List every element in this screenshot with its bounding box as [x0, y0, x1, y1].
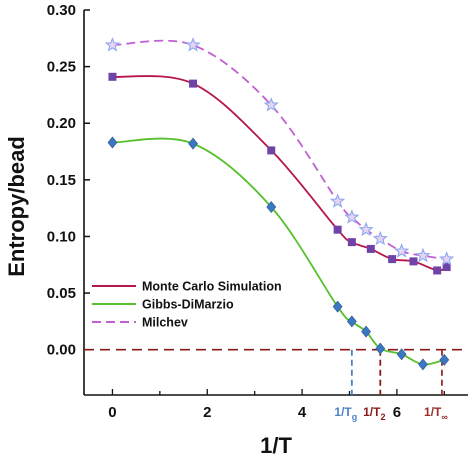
gibbs-dimarzio-point — [361, 325, 371, 338]
x-tick-label: 2 — [203, 404, 211, 421]
monte-carlo-point — [442, 263, 451, 272]
gibbs-dimarzio-point — [266, 201, 277, 214]
y-tick-label: 0.00 — [47, 342, 76, 359]
gibbs-dimarzio-point — [346, 315, 357, 328]
legend-label-monte-carlo: Monte Carlo Simulation — [142, 280, 282, 294]
y-tick-label: 0.20 — [47, 115, 76, 132]
x-ticks: 0 2 4 6 — [108, 389, 445, 421]
reference-marker-label: 1/Tg — [334, 405, 357, 422]
y-axis-title: Entropy/bead — [4, 136, 29, 277]
reference-markers: 1/Tg 1/T2 1/T∞ — [334, 349, 448, 422]
axes — [83, 10, 468, 396]
x-tick-label: 6 — [393, 404, 401, 421]
monte-carlo-point — [433, 266, 442, 275]
milchev-line — [112, 39, 447, 261]
series-points — [104, 37, 455, 371]
reference-marker-label: 1/T2 — [363, 405, 385, 422]
milchev-point — [439, 251, 455, 266]
y-ticks: 0.00 0.05 0.10 0.15 0.20 0.25 0.30 — [47, 2, 90, 359]
gibbs-dimarzio-point — [332, 300, 343, 313]
gibbs-dimarzio-point — [418, 358, 428, 371]
x-tick-label: 4 — [298, 404, 307, 421]
y-tick-label: 0.10 — [47, 228, 76, 245]
gibbs-dimarzio-point — [107, 136, 118, 149]
monte-carlo-point — [409, 257, 418, 266]
y-tick-label: 0.05 — [47, 285, 76, 302]
monte-carlo-point — [366, 244, 375, 253]
monte-carlo-line — [112, 75, 448, 272]
milchev-point — [372, 230, 388, 246]
monte-carlo-point — [333, 225, 342, 234]
gibbs-dimarzio-point — [375, 342, 386, 355]
reference-marker-label: 1/T∞ — [424, 405, 448, 422]
milchev-point — [104, 37, 121, 52]
milchev-point — [344, 209, 360, 224]
y-tick-label: 0.30 — [47, 2, 76, 19]
milchev-point — [415, 247, 431, 263]
monte-carlo-point — [267, 146, 276, 155]
monte-carlo-point — [388, 255, 397, 264]
gibbs-dimarzio-line — [112, 137, 445, 366]
x-axis-title: 1/T — [260, 433, 292, 458]
monte-carlo-point — [347, 238, 356, 247]
milchev-point — [263, 97, 279, 112]
gibbs-dimarzio-point — [439, 353, 450, 366]
x-tick-label: 0 — [108, 404, 116, 421]
monte-carlo-point — [189, 79, 198, 88]
y-tick-label: 0.15 — [47, 172, 76, 189]
milchev-point — [185, 37, 201, 52]
milchev-point — [330, 193, 346, 208]
legend: Monte Carlo Simulation Gibbs-DiMarzio Milc… — [92, 280, 282, 330]
legend-label-milchev: Milchev — [142, 316, 188, 330]
milchev-point — [358, 221, 374, 237]
y-tick-label: 0.25 — [47, 59, 76, 76]
legend-label-gibbs-dimarzio: Gibbs-DiMarzio — [142, 298, 234, 312]
monte-carlo-point — [108, 72, 117, 81]
gibbs-dimarzio-point — [188, 137, 198, 150]
gibbs-dimarzio-point — [396, 348, 407, 361]
milchev-point — [394, 243, 410, 258]
